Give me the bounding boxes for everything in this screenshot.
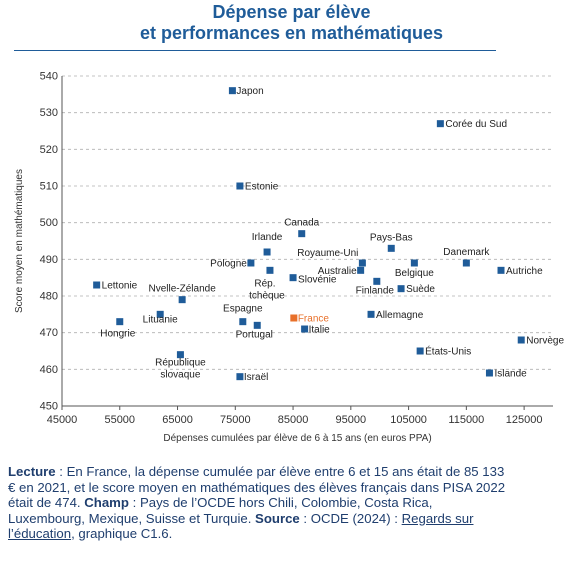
data-label: Danemark (443, 247, 490, 258)
title-rule (14, 50, 496, 51)
caption-champ-label: Champ (84, 495, 129, 511)
data-label: Islande (494, 369, 527, 380)
data-label: Australie (318, 266, 357, 277)
data-point (253, 321, 261, 329)
data-label: Slovénie (298, 275, 337, 286)
data-label: Japon (236, 86, 263, 97)
y-axis-label: Score moyen en mathématiques (14, 169, 25, 313)
y-tick-label: 540 (40, 71, 58, 83)
x-tick-label: 75000 (220, 414, 251, 426)
x-tick-label: 125000 (506, 414, 543, 426)
caption-source-label: Source (255, 510, 300, 526)
data-point (156, 310, 164, 318)
data-label: Italie (309, 325, 331, 336)
data-label: France (298, 314, 330, 325)
y-tick-label: 500 (40, 217, 58, 229)
data-point (517, 336, 525, 344)
data-point (298, 230, 306, 238)
caption-lecture-text: : En France, la dépense cumulée par élèv… (8, 464, 506, 511)
data-point (485, 369, 493, 377)
data-label: Estonie (245, 182, 279, 193)
data-point (236, 182, 244, 190)
data-label: Corée du Sud (445, 119, 507, 130)
data-label: Lettonie (102, 281, 138, 292)
title-line-1: Dépense par élève (212, 2, 371, 22)
data-label: Autriche (506, 266, 543, 277)
data-point (410, 259, 418, 267)
data-label: Belgique (395, 268, 434, 279)
data-point (178, 296, 186, 304)
x-tick-label: 105000 (390, 414, 427, 426)
x-tick-label: 55000 (104, 414, 135, 426)
data-point (116, 318, 124, 326)
caption-source-text: : OCDE (2024) : (299, 510, 402, 526)
data-point (387, 244, 395, 252)
data-label: Israël (244, 372, 268, 383)
data-label: Lituanie (143, 314, 178, 325)
x-axis-label: Dépenses cumulées par élève de 6 à 15 an… (163, 433, 431, 444)
data-label: Finlande (356, 285, 395, 296)
data-point (289, 274, 297, 282)
data-label: Norvège (526, 336, 564, 347)
data-point (462, 259, 470, 267)
data-point (263, 248, 271, 256)
data-point (239, 318, 247, 326)
data-point (93, 281, 101, 289)
x-tick-label: 85000 (278, 414, 309, 426)
x-tick-label: 95000 (336, 414, 367, 426)
y-tick-label: 450 (40, 401, 58, 413)
x-tick-label: 65000 (162, 414, 193, 426)
data-point (236, 373, 244, 381)
y-tick-label: 470 (40, 327, 58, 339)
scatter-chart: 450 460 470 480 490 500 510 520 530 540 45000 55000… (14, 71, 564, 445)
data-point (228, 87, 236, 95)
y-tick-label: 530 (40, 107, 58, 119)
data-label: Irlande (252, 232, 283, 243)
data-point (176, 351, 184, 359)
data-label: Royaume-Uni (297, 248, 358, 259)
x-tick-label: 45000 (47, 414, 78, 426)
data-label: Portugal (236, 329, 273, 340)
data-label: Nvelle-Zélande (149, 284, 217, 295)
data-label: Allemagne (376, 310, 424, 321)
x-tick-label: 115000 (448, 414, 484, 426)
caption-champ-text: : Pays de l’OCDE hors Chili, Colombie, C… (8, 495, 433, 526)
data-label: Pologne (210, 259, 247, 270)
data-label: Hongrie (100, 329, 135, 340)
data-point (357, 266, 365, 274)
data-point (358, 259, 366, 267)
data-point (497, 266, 505, 274)
y-tick-label: 490 (40, 254, 58, 266)
y-tick-label: 480 (40, 291, 58, 303)
data-point (290, 314, 298, 322)
y-tick-label: 510 (40, 181, 58, 193)
title-line-2: et performances en mathématiques (139, 23, 444, 43)
data-label: République slovaque (155, 358, 206, 381)
data-label: Rép. tchèque (249, 278, 285, 301)
y-tick-label: 520 (40, 144, 58, 156)
data-label: Pays-Bas (370, 232, 413, 243)
data-point (397, 285, 405, 293)
data-point (416, 347, 424, 355)
data-point (373, 277, 381, 285)
caption-source-link[interactable]: Regards sur l’éducation (8, 510, 474, 542)
caption: Lecture : En France, la dépense cumulée … (8, 464, 508, 542)
data-point (301, 325, 309, 333)
data-label: États-Unis (425, 345, 471, 358)
chart-title: Dépense par élève et performances en mat… (0, 2, 583, 44)
caption-lecture-label: Lecture (8, 464, 56, 479)
y-tick-label: 460 (40, 364, 58, 376)
data-point (436, 120, 444, 128)
data-point (266, 266, 274, 274)
data-point (367, 310, 375, 318)
caption-source-end: , graphique C1.6. (71, 526, 173, 542)
data-label: Espagne (223, 304, 263, 315)
data-label: Canada (284, 218, 319, 229)
data-point (247, 259, 255, 267)
data-label: Suède (406, 284, 435, 295)
